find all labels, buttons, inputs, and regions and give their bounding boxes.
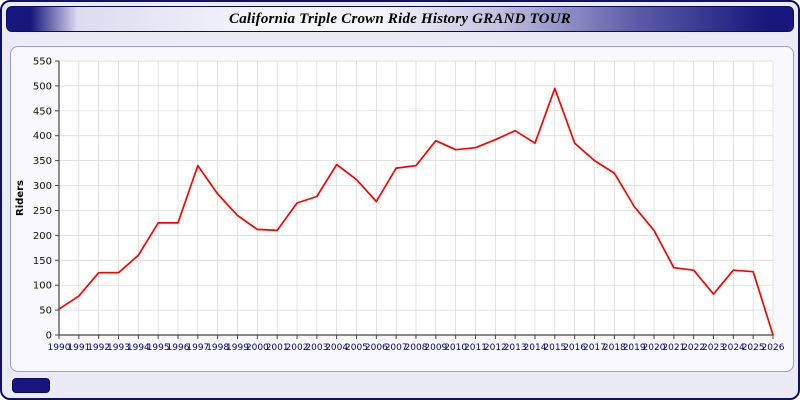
title-bar: California Triple Crown Ride History GRA… [6, 6, 794, 32]
x-tick-label: 2007 [385, 343, 408, 353]
x-tick-label: 1995 [147, 343, 170, 353]
x-tick-label: 1991 [67, 343, 90, 353]
x-tick-label: 1997 [186, 343, 209, 353]
x-tick-label: 1998 [206, 343, 229, 353]
footer-pill [12, 378, 50, 393]
x-tick-label: 2006 [365, 343, 388, 353]
x-tick-label: 1990 [48, 343, 71, 353]
x-tick-label: 2011 [464, 343, 487, 353]
x-tick-label: 2025 [742, 343, 765, 353]
x-tick-label: 2014 [524, 343, 547, 353]
y-tick-label: 50 [39, 306, 52, 317]
x-tick-label: 2012 [484, 343, 507, 353]
x-tick-label: 1994 [127, 343, 150, 353]
x-tick-label: 2018 [603, 343, 626, 353]
y-tick-label: 100 [33, 281, 52, 292]
x-tick-label: 2005 [345, 343, 368, 353]
y-tick-label: 150 [33, 256, 52, 267]
x-tick-label: 2010 [444, 343, 467, 353]
x-tick-label: 2020 [643, 343, 666, 353]
x-tick-label: 2024 [722, 343, 745, 353]
y-tick-label: 300 [33, 181, 52, 192]
x-tick-label: 2017 [583, 343, 606, 353]
y-tick-label: 500 [33, 81, 52, 92]
y-tick-label: 550 [33, 57, 52, 68]
y-tick-label: 350 [33, 156, 52, 167]
x-tick-label: 1999 [226, 343, 249, 353]
y-tick-label: 250 [33, 206, 52, 217]
x-tick-label: 2003 [305, 343, 328, 353]
ride-history-chart: 0501001502002503003504004505005501990199… [15, 57, 785, 354]
x-tick-label: 1993 [107, 343, 130, 353]
x-tick-label: 2026 [762, 343, 785, 353]
page-title: California Triple Crown Ride History GRA… [229, 10, 571, 27]
y-tick-label: 0 [46, 331, 52, 342]
x-tick-label: 2019 [623, 343, 646, 353]
y-tick-label: 450 [33, 106, 52, 117]
x-tick-label: 2000 [246, 343, 269, 353]
y-axis-title: Riders [15, 180, 26, 216]
riders-line [58, 87, 774, 336]
x-tick-label: 2015 [543, 343, 566, 353]
x-tick-label: 2004 [325, 343, 348, 353]
x-tick-label: 2009 [424, 343, 447, 353]
x-tick-label: 2008 [405, 343, 428, 353]
y-tick-label: 200 [33, 231, 52, 242]
y-tick-label: 400 [33, 131, 52, 142]
x-tick-label: 2002 [286, 343, 309, 353]
x-tick-label: 2021 [662, 343, 685, 353]
x-tick-label: 2023 [702, 343, 725, 353]
chart-panel: 0 50 100 150 200 250 300 350 400 450 500 550 1990 199… [10, 46, 794, 372]
x-tick-label: 2013 [504, 343, 527, 353]
x-tick-label: 2016 [563, 343, 586, 353]
x-tick-label: 2022 [682, 343, 705, 353]
x-tick-label: 1992 [87, 343, 110, 353]
x-tick-label: 2001 [266, 343, 289, 353]
x-tick-label: 1996 [167, 343, 190, 353]
